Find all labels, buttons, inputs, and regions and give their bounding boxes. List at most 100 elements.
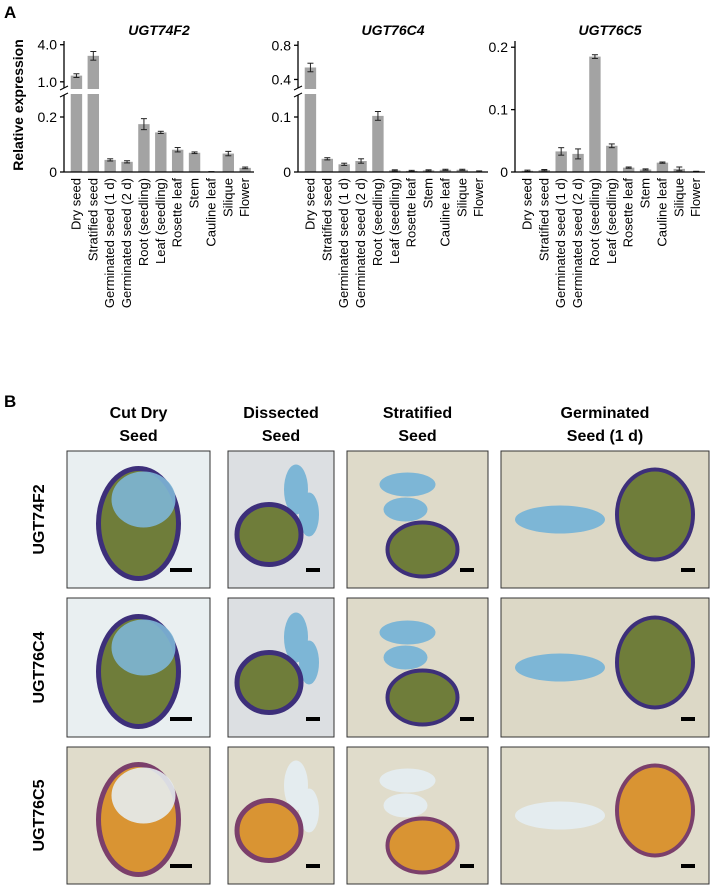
x-tick-label: Germinated seed (2 d) [353,178,368,308]
axis-break [299,89,489,94]
bar [555,151,567,172]
x-tick-label: Root (seedling) [370,178,385,266]
chart-title: UGT76C4 [361,22,424,38]
photo [66,450,211,589]
x-tick-label: Cauline leaf [203,178,218,247]
x-tick-label: Flower [471,177,486,217]
cotyledon [383,793,428,818]
y-tick-label: 0.1 [489,102,509,118]
photo [66,746,211,885]
x-tick-label: Dry seed [519,178,534,230]
photo [346,746,489,885]
x-tick-label: Germinated seed (1 d) [102,178,117,308]
seed [234,650,304,715]
column-header: Seed [262,428,300,445]
bar [222,153,234,172]
bar [188,152,201,172]
y-tick-label: 0.1 [272,109,292,125]
y-tick-label: 1.0 [38,74,58,90]
x-tick-label: Rosette leaf [404,178,419,248]
chart-title: UGT76C5 [578,22,641,38]
photo [227,450,335,589]
bar [121,161,133,172]
bar [456,169,468,172]
column-header: Seed [398,428,436,445]
bar [439,169,452,172]
cotyledon [299,788,319,833]
chart-title: UGT74F2 [128,22,190,38]
x-tick-label: Dry seed [68,178,83,230]
cotyledon [515,653,605,682]
cotyledon [379,768,436,793]
row-label: UGT74F2 [31,484,48,554]
bar [171,149,184,172]
scale-bar [170,864,192,868]
cotyledon [111,767,176,824]
cotyledon [299,640,319,685]
break-mark [293,85,303,91]
scale-bar [170,568,192,572]
bar [656,162,669,172]
bar [372,115,384,172]
x-tick-label: Leaf (seedling) [387,178,402,264]
column-header: Seed (1 d) [567,428,643,445]
cotyledon [515,801,605,830]
break-mark [59,92,69,98]
seed [234,798,304,863]
cotyledon [515,505,605,534]
x-tick-label: Germinated seed (1 d) [336,178,351,308]
scale-bar [681,568,695,572]
x-tick-label: Stratified seed [319,178,334,261]
seed [615,467,695,562]
y-axis-label: Relative expression [10,39,26,171]
seed [385,520,460,579]
row-label: UGT76C5 [31,779,48,851]
bar [104,159,116,172]
column-header: Seed [119,428,157,445]
photo [227,597,335,738]
photo [346,450,489,589]
photo [66,597,211,738]
column-header: Dissected [243,405,319,422]
photo [500,746,710,885]
seed [615,615,695,710]
scale-bar [681,717,695,721]
bar [155,132,167,172]
scale-bar [460,717,474,721]
bar [321,158,334,172]
break-mark [293,92,303,98]
x-tick-label: Rosette leaf [621,178,636,248]
y-tick-label: 0 [49,164,57,180]
bar [338,164,350,172]
x-tick-label: Silique [671,178,686,217]
x-tick-label: Root (seedling) [587,178,602,266]
y-tick-label: 4.0 [38,37,58,53]
scale-bar [170,717,192,721]
x-tick-label: Dry seed [302,178,317,230]
x-tick-label: Leaf (seedling) [153,178,168,264]
x-tick-label: Flower [237,177,252,217]
bar [606,145,618,172]
bar [622,167,635,172]
seed [385,816,460,875]
x-tick-label: Cauline leaf [654,178,669,247]
bar [138,124,150,172]
panel-label: B [4,392,16,411]
cotyledon [383,497,428,522]
cotyledon [111,471,176,528]
bar [239,167,251,172]
x-tick-label: Germinated seed (2 d) [119,178,134,308]
column-header: Stratified [383,405,452,422]
cotyledon [299,492,319,537]
bar [304,67,317,172]
bar [589,56,601,172]
scale-bar [460,568,474,572]
x-tick-label: Cauline leaf [437,178,452,247]
bar [70,75,83,172]
y-tick-label: 0.8 [272,37,292,53]
scale-bar [306,864,320,868]
cotyledon [111,619,176,676]
seed [385,668,460,727]
x-tick-label: Stem [187,178,202,208]
